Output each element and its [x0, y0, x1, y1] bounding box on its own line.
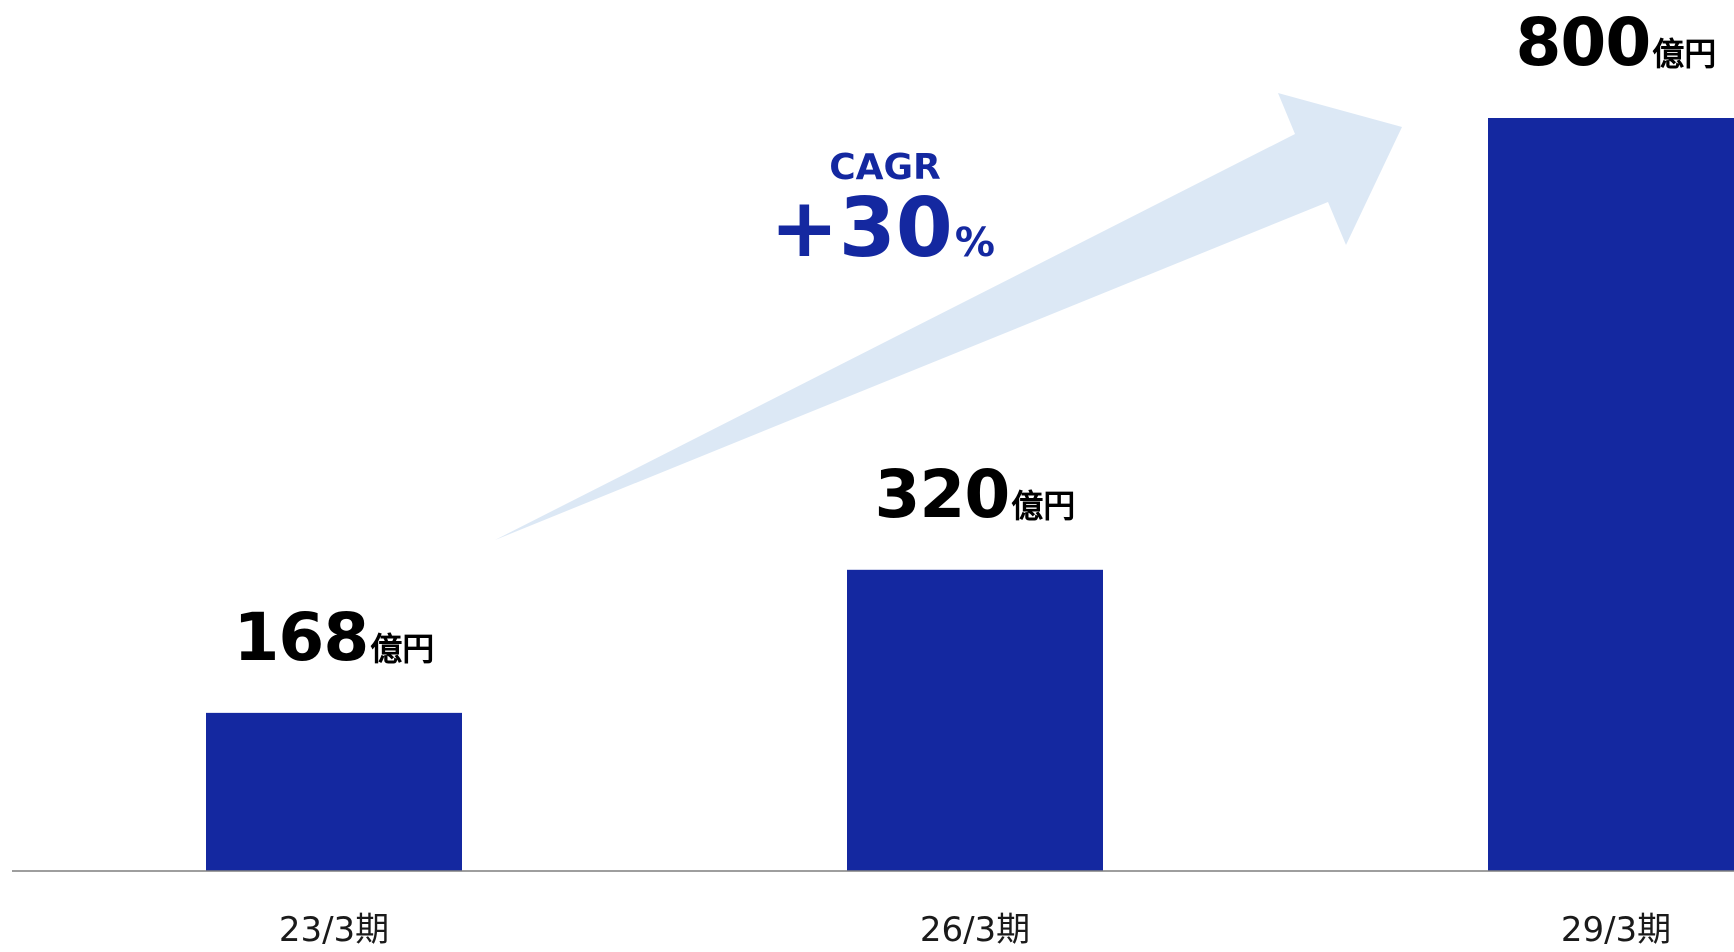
- cagr-unit: %: [954, 220, 995, 266]
- value-label: 320億円: [875, 461, 1076, 528]
- value-number: 168: [233, 598, 370, 676]
- value-number: 800: [1515, 4, 1652, 81]
- bar-29/3期: [1488, 118, 1734, 871]
- value-unit: 億円: [1652, 35, 1717, 73]
- value-unit: 億円: [370, 629, 435, 668]
- cagr-number: +30: [770, 181, 953, 276]
- value-label: 800億円: [1516, 10, 1717, 76]
- cagr-label: CAGR: [829, 147, 941, 188]
- value-number: 320: [874, 455, 1011, 533]
- bar-23/3期: [206, 712, 462, 871]
- bars-group: [206, 118, 1734, 871]
- x-tick-label: 23/3期: [278, 910, 390, 950]
- growth-arrow-icon: [495, 93, 1402, 540]
- x-tick-label: 26/3期: [919, 910, 1031, 950]
- cagr-value: +30%: [770, 188, 995, 270]
- x-tick-label: 29/3期: [1560, 910, 1672, 950]
- bar-26/3期: [847, 569, 1103, 871]
- value-label: 168億円: [234, 604, 435, 671]
- value-unit: 億円: [1011, 486, 1076, 525]
